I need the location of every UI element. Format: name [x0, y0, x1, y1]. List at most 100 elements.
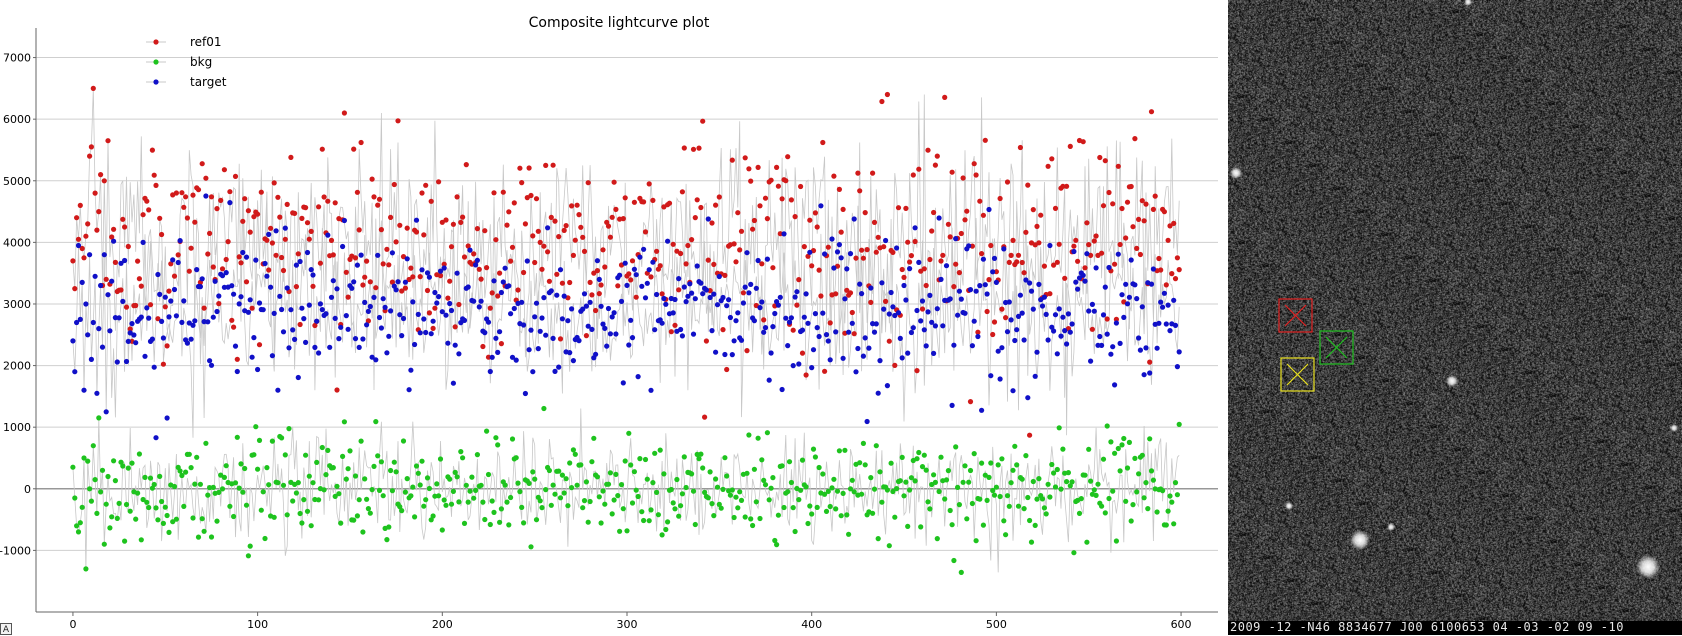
data-point-target	[1023, 277, 1029, 283]
data-point-bkg	[552, 491, 558, 497]
data-point-bkg	[618, 482, 625, 488]
data-point-bkg	[271, 514, 277, 520]
data-point-bkg	[461, 520, 468, 527]
data-point-bkg	[820, 471, 826, 477]
data-point-ref01	[345, 294, 351, 300]
data-point-ref01	[820, 139, 826, 146]
data-point-target	[471, 298, 477, 304]
data-point-ref01	[648, 274, 654, 280]
data-point-ref01	[860, 255, 867, 261]
data-point-target	[1014, 327, 1020, 333]
data-point-bkg	[205, 492, 211, 498]
data-point-target	[184, 340, 190, 346]
data-point-bkg	[746, 432, 752, 438]
data-point-ref01	[188, 245, 194, 251]
data-point-bkg	[454, 474, 460, 480]
data-point-target	[1010, 388, 1016, 394]
data-point-ref01	[713, 202, 719, 208]
data-point-bkg	[1088, 478, 1094, 484]
data-point-target	[683, 299, 689, 305]
data-point-ref01	[391, 181, 397, 188]
lightcurve-plot-panel[interactable]: Composite lightcurve plot -1000 0 1000 2000 3…	[0, 0, 1228, 635]
data-point-target	[212, 278, 218, 284]
data-point-ref01	[892, 362, 898, 368]
data-point-bkg	[358, 438, 364, 444]
data-point-target	[437, 268, 444, 274]
data-point-ref01	[280, 267, 287, 274]
star-field-image-panel[interactable]: 2009 -12 -N46 8834677 J00 6100653 04 -03…	[1228, 0, 1682, 635]
data-point-target	[1036, 281, 1042, 287]
data-point-target	[918, 318, 924, 324]
data-point-ref01	[306, 236, 312, 242]
data-point-ref01	[120, 216, 126, 222]
data-point-target	[973, 288, 979, 294]
data-point-ref01	[908, 253, 915, 259]
data-point-bkg	[772, 537, 778, 544]
data-point-target	[912, 225, 918, 231]
data-point-target	[552, 368, 558, 374]
data-point-target	[966, 243, 972, 249]
aperture-box-ref01[interactable]	[1278, 298, 1313, 333]
data-point-target	[969, 343, 976, 349]
data-point-ref01	[770, 265, 776, 271]
data-point-target	[522, 390, 529, 397]
data-point-ref01	[482, 228, 488, 234]
data-point-bkg	[1106, 495, 1112, 502]
data-point-target	[1143, 345, 1149, 351]
data-point-target	[474, 257, 480, 263]
aperture-box-bkg[interactable]	[1319, 330, 1354, 365]
data-point-target	[1038, 297, 1044, 303]
data-point-ref01	[375, 202, 381, 208]
data-point-ref01	[452, 324, 458, 330]
aperture-box-target[interactable]	[1280, 357, 1315, 392]
data-point-bkg	[517, 489, 523, 495]
data-point-ref01	[207, 230, 213, 236]
data-point-target	[984, 291, 990, 297]
data-point-target	[1108, 351, 1114, 357]
data-point-ref01	[408, 265, 414, 271]
data-point-ref01	[668, 329, 674, 335]
data-point-target	[818, 203, 824, 209]
data-point-target	[1134, 296, 1140, 302]
data-point-target	[1071, 248, 1077, 255]
data-point-target	[816, 333, 822, 340]
data-point-target	[559, 316, 566, 322]
data-point-target	[1075, 286, 1081, 292]
data-point-target	[500, 279, 506, 285]
data-point-ref01	[316, 204, 322, 210]
data-point-bkg	[498, 506, 504, 512]
series-target	[70, 193, 1182, 441]
data-point-bkg	[77, 520, 83, 526]
data-point-bkg	[689, 471, 695, 477]
data-point-bkg	[803, 484, 809, 490]
data-point-target	[170, 257, 176, 263]
data-point-target	[986, 206, 992, 213]
data-point-bkg	[670, 500, 676, 506]
data-point-ref01	[1156, 255, 1162, 262]
autoscale-icon[interactable]: A	[0, 623, 12, 635]
data-point-ref01	[1064, 183, 1070, 189]
data-point-target	[548, 288, 554, 294]
data-point-target	[491, 278, 497, 284]
data-point-bkg	[674, 476, 680, 483]
data-point-target	[275, 387, 281, 393]
data-point-bkg	[945, 468, 952, 474]
data-point-bkg	[589, 459, 595, 465]
data-point-ref01	[112, 259, 118, 265]
data-point-ref01	[98, 172, 104, 178]
data-point-ref01	[528, 192, 534, 199]
data-point-target	[284, 285, 290, 291]
data-point-bkg	[921, 452, 927, 458]
data-point-bkg	[1143, 480, 1149, 486]
data-point-target	[87, 252, 93, 258]
data-point-target	[1067, 329, 1073, 335]
data-point-target	[1021, 337, 1027, 343]
data-point-target	[541, 295, 547, 301]
data-point-target	[118, 260, 124, 266]
data-point-target	[585, 323, 591, 329]
data-point-bkg	[990, 487, 996, 494]
data-point-target	[567, 350, 573, 356]
data-point-ref01	[325, 198, 331, 204]
data-point-bkg	[607, 470, 614, 476]
data-point-ref01	[859, 247, 865, 253]
